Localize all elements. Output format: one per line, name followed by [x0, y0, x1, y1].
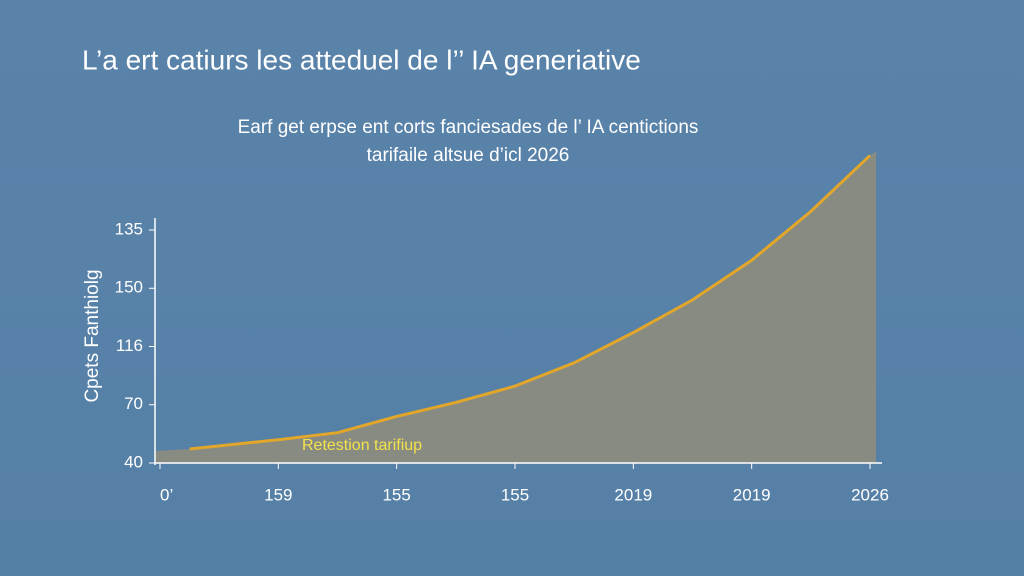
- x-tick-label: 0’: [160, 485, 173, 504]
- annotation: Retestion tarifiup: [302, 437, 422, 454]
- subtitle: Earf get erpse ent corts fanciesades de …: [238, 117, 699, 138]
- subtitle: tarifaile altsue d’icl 2026: [367, 145, 570, 166]
- x-tick-label: 2019: [733, 485, 771, 504]
- y-tick-label: 135: [115, 219, 143, 238]
- x-tick-label: 2026: [851, 485, 889, 504]
- x-tick-label: 155: [382, 485, 410, 504]
- y-tick-label: 70: [124, 394, 143, 413]
- x-tick-label: 159: [264, 485, 292, 504]
- x-tick-label: 2019: [614, 485, 652, 504]
- y-tick-label: 116: [116, 336, 143, 355]
- y-tick-label: 40: [124, 452, 143, 471]
- y-tick-label: 150: [115, 278, 143, 297]
- y-axis-label: Cpets Fanthiolg: [82, 269, 103, 402]
- area: [155, 151, 876, 463]
- chart-title: L’a ert catiurs les atteduel de l’’ IA g…: [82, 44, 641, 75]
- line: [189, 154, 872, 451]
- x-tick-label: 155: [501, 485, 529, 504]
